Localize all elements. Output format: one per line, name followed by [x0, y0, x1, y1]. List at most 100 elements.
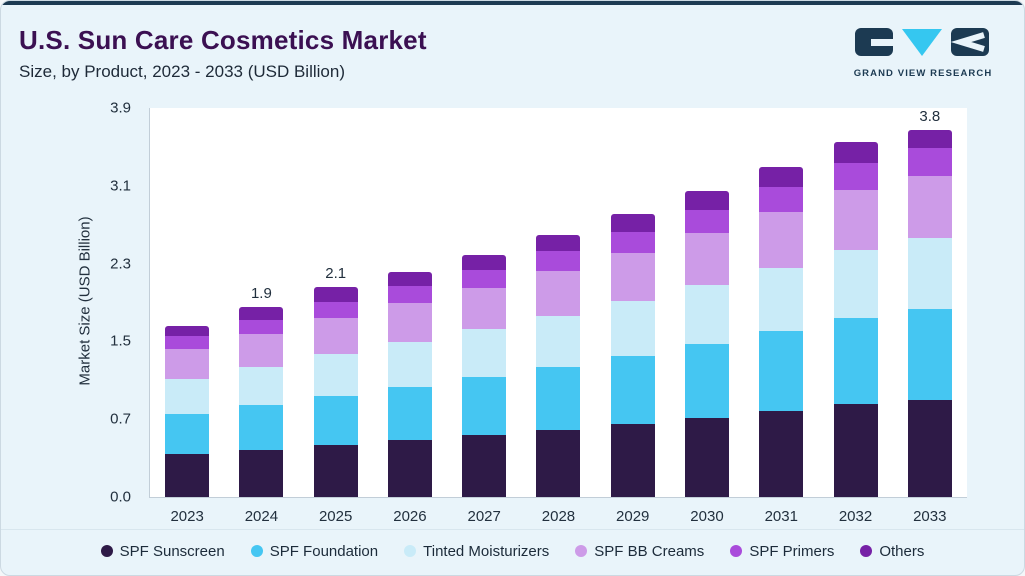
x-tick-label: 2023	[170, 508, 204, 525]
bar-segment-others	[610, 213, 655, 232]
bar-segment-spf-primers	[684, 209, 729, 233]
bar-stack	[907, 130, 952, 497]
bar-column-2025: 2.1 2025	[299, 108, 373, 525]
bar-column-2026: 2026	[373, 108, 447, 525]
bar-segment-tinted-moisturizers	[387, 342, 432, 388]
bar-segment-tinted-moisturizers	[165, 379, 210, 415]
bar-segment-tinted-moisturizers	[759, 267, 804, 332]
bar-segment-spf-foundation	[833, 318, 878, 405]
legend-item-others: Others	[860, 543, 924, 560]
y-tick-label: 0.0	[110, 488, 131, 506]
bar-column-2033: 3.8 2033	[893, 108, 967, 525]
x-tick-label: 2030	[690, 508, 724, 525]
bar-segment-spf-primers	[165, 336, 210, 350]
bar-stack	[165, 326, 210, 497]
x-tick-label: 2024	[244, 508, 279, 525]
bar-segment-spf-primers	[462, 269, 507, 288]
bar-stack	[684, 190, 729, 497]
legend-dot-icon	[860, 545, 873, 557]
bar-column-2030: 2030	[670, 108, 744, 525]
legend-item-spf-sunscreen: SPF Sunscreen	[100, 542, 225, 560]
legend-label: SPF Foundation	[269, 542, 379, 560]
bar-segment-others	[313, 287, 358, 303]
bar-segment-spf-primers	[239, 320, 284, 335]
legend-dot-icon	[100, 545, 113, 557]
bar-segment-tinted-moisturizers	[462, 329, 507, 378]
bar-segment-spf-foundation	[610, 356, 655, 425]
bar-segment-spf-primers	[610, 231, 655, 253]
bar-segment-spf-foundation	[313, 396, 358, 446]
bar-segment-tinted-moisturizers	[239, 367, 284, 406]
bar-segment-others	[387, 272, 432, 287]
bar-segment-spf-bb-creams	[684, 232, 729, 285]
bar-segment-spf-primers	[907, 148, 952, 177]
bar-segment-spf-sunscreen	[313, 445, 358, 497]
bar-segment-spf-sunscreen	[684, 418, 729, 497]
bar-segment-spf-foundation	[759, 331, 804, 412]
bar-segment-spf-bb-creams	[536, 270, 581, 316]
bar-segment-others	[907, 130, 952, 149]
bar-stack	[313, 287, 358, 497]
legend-dot-icon	[730, 545, 743, 557]
x-tick-label: 2031	[764, 508, 798, 525]
bar-total-label: 3.8	[919, 108, 941, 125]
legend-label: Others	[879, 542, 925, 560]
y-tick-label: 3.9	[110, 99, 131, 117]
bar-segment-spf-sunscreen	[833, 404, 878, 497]
legend-label: SPF Sunscreen	[119, 542, 225, 560]
bar-segment-spf-primers	[313, 302, 358, 319]
legend-label: Tinted Moisturizers	[423, 542, 550, 560]
y-tick-label: 1.5	[110, 332, 131, 350]
bar-segment-spf-foundation	[165, 414, 210, 455]
legend-item-tinted-moisturizers: Tinted Moisturizers	[404, 543, 549, 560]
bar-stack	[759, 166, 804, 497]
bar-column-2024: 1.9 2024	[224, 108, 298, 525]
grand-view-research-logo: GRAND VIEW RESEARCH	[848, 27, 998, 79]
bar-segment-spf-primers	[387, 286, 432, 304]
bar-segment-others	[759, 166, 804, 187]
legend-label: SPF BB Creams	[594, 542, 705, 560]
bar-total-label: 1.9	[250, 285, 272, 303]
bar-column-2028: 2028	[521, 108, 595, 525]
legend-dot-icon	[404, 545, 417, 557]
bar-segment-tinted-moisturizers	[610, 300, 655, 357]
bar-segment-spf-sunscreen	[759, 411, 804, 497]
bar-segment-spf-sunscreen	[610, 424, 655, 497]
bar-segment-spf-sunscreen	[387, 440, 432, 497]
bar-segment-tinted-moisturizers	[684, 284, 729, 345]
bar-segment-others	[239, 307, 284, 321]
legend: SPF Sunscreen SPF Foundation Tinted Moistu…	[1, 529, 1024, 572]
y-tick-label: 3.1	[110, 177, 131, 195]
bar-segment-spf-bb-creams	[239, 334, 284, 368]
bar-segment-spf-foundation	[536, 367, 581, 431]
bar-segment-tinted-moisturizers	[833, 249, 878, 319]
legend-dot-icon	[575, 545, 588, 557]
bar-stack	[833, 142, 878, 497]
bar-segment-others	[536, 234, 581, 251]
x-tick-label: 2028	[541, 508, 576, 525]
bar-segment-spf-bb-creams	[387, 303, 432, 343]
bar-segment-spf-bb-creams	[462, 287, 507, 330]
bar-segment-others	[833, 142, 878, 163]
x-tick-label: 2032	[838, 508, 873, 525]
bar-segment-spf-primers	[536, 250, 581, 271]
bar-segment-spf-sunscreen	[165, 454, 210, 497]
bar-segment-spf-sunscreen	[462, 435, 507, 497]
y-axis-label: Market Size (USD Billion)	[76, 216, 94, 386]
page-title: U.S. Sun Care Cosmetics Market	[19, 25, 427, 55]
bar-segment-spf-primers	[759, 186, 804, 212]
bar-stack	[239, 307, 284, 497]
bar-segment-tinted-moisturizers	[536, 315, 581, 368]
logo-mark-icon	[855, 28, 989, 56]
bar-segment-others	[165, 326, 210, 337]
x-tick-label: 2026	[393, 508, 427, 525]
x-tick-label: 2027	[467, 508, 501, 525]
bar-stack	[462, 254, 507, 497]
bar-segment-tinted-moisturizers	[313, 354, 358, 397]
bar-column-2029: 2029	[596, 108, 670, 525]
bar-segment-spf-sunscreen	[536, 430, 581, 497]
x-tick-label: 2033	[913, 508, 947, 525]
bar-stack	[536, 234, 581, 497]
bar-stack	[387, 272, 432, 497]
